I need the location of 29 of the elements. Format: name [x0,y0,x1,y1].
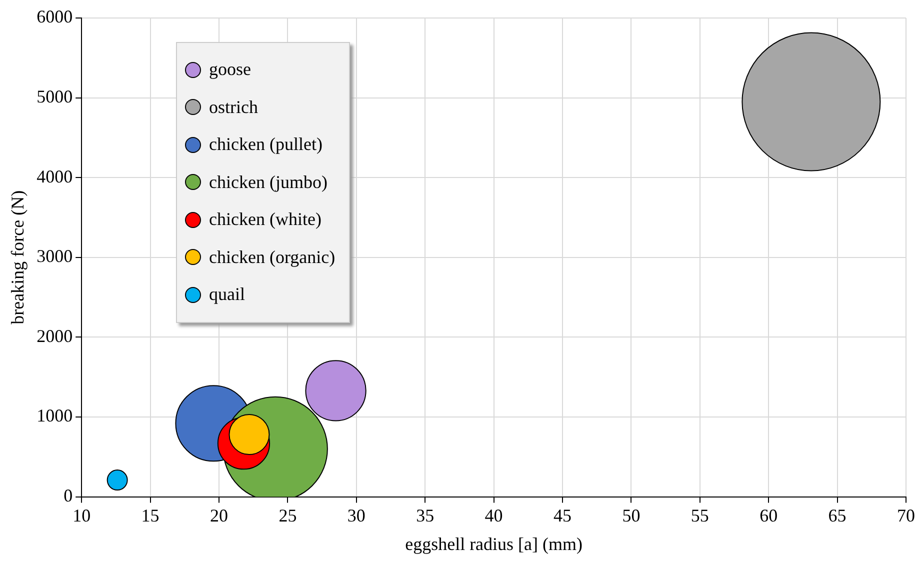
legend-label: chicken (pullet) [209,134,322,156]
x-tick-label: 10 [72,505,91,526]
legend-label: chicken (jumbo) [209,172,328,193]
x-tick-label: 50 [622,505,640,526]
x-tick-label: 40 [484,505,503,526]
x-tick-label: 65 [828,505,846,526]
y-tick-label: 1000 [36,406,73,426]
legend-label: goose [209,59,251,80]
legend-label: ostrich [209,96,258,118]
y-tick-label: 3000 [36,246,73,266]
x-axis-title: eggshell radius [a] (mm) [405,534,583,554]
x-tick-label: 70 [897,505,915,526]
x-tick-label: 60 [760,505,778,526]
legend-label: chicken (organic) [209,246,336,268]
legend-label: quail [209,284,245,306]
x-tick-label: 30 [347,505,366,526]
x-tick-label: 45 [554,505,572,526]
x-tick-label: 55 [690,505,709,526]
x-tick-label: 15 [141,505,160,526]
x-tick-label: 35 [416,505,434,526]
y-tick-label: 6000 [36,6,73,27]
y-tick-label: 4000 [36,166,73,186]
y-tick-label: 2000 [36,326,73,346]
y-tick-label: 5000 [36,86,73,107]
legend-label: chicken (white) [209,209,322,230]
y-tick-label: 0 [64,486,73,506]
x-tick-label: 20 [210,505,228,526]
y-axis-title: breaking force (N) [8,190,28,324]
x-tick-label: 25 [278,505,297,526]
